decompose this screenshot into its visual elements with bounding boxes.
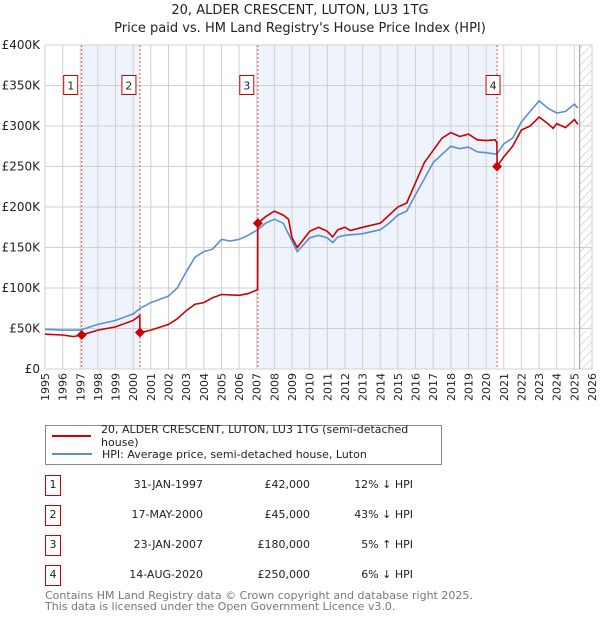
x-tick-label: 2023	[533, 373, 546, 401]
y-tick-label: £150K	[2, 241, 42, 255]
x-tick-label: 2021	[498, 373, 511, 401]
sale-number-badge: 4	[45, 565, 61, 586]
x-tick-label: 1998	[92, 373, 105, 401]
chart-subtitle: Price paid vs. HM Land Registry's House …	[114, 21, 486, 36]
sale-label: 3	[243, 80, 250, 93]
x-tick-label: 2014	[374, 373, 387, 401]
sale-price: £180,000	[257, 538, 311, 551]
x-tick-label: 2019	[462, 373, 475, 401]
sale-date: 31-JAN-1997	[133, 478, 203, 491]
legend-swatch-red	[52, 435, 92, 437]
sale-hpi-diff: 6% ↓ HPI	[361, 568, 413, 581]
sale-hpi-diff: 5% ↑ HPI	[361, 538, 413, 551]
legend-label: HPI: Average price, semi-detached house,…	[102, 447, 367, 461]
sale-point	[76, 329, 87, 340]
x-tick-label: 2004	[198, 373, 211, 401]
x-tick-label: 2022	[515, 373, 528, 401]
sale-label-box	[63, 75, 79, 95]
legend: 20, ALDER CRESCENT, LUTON, LU3 1TG (semi…	[45, 423, 442, 465]
price-chart: 1995 1996 1997 1998 1999 2000 2001 2002 2003 2004…	[2, 38, 599, 401]
legend-item-property: 20, ALDER CRESCENT, LUTON, LU3 1TG (semi…	[52, 423, 441, 449]
y-tick-label: £200K	[2, 200, 42, 214]
sale-hpi-diff: 12% ↓ HPI	[354, 478, 413, 491]
x-tick-label: 1997	[74, 373, 87, 401]
y-tick-label: £0	[25, 362, 40, 376]
footer-line: This data is licensed under the Open Gov…	[45, 600, 396, 613]
x-tick-label: 2016	[410, 373, 423, 401]
sale-label: 4	[490, 80, 497, 93]
x-tick-label: 2001	[145, 373, 158, 401]
x-tick-label: 1995	[39, 373, 52, 401]
x-tick-label: 2011	[321, 373, 334, 401]
sale-price: £45,000	[264, 508, 311, 521]
y-tick-label: £350K	[2, 79, 42, 93]
x-tick-label: 2009	[286, 373, 299, 401]
x-tick-label: 2010	[304, 373, 317, 401]
x-tick-label: 2005	[215, 373, 228, 401]
sale-date: 14-AUG-2020	[129, 568, 203, 581]
y-tick-label: £250K	[2, 160, 42, 174]
legend-item-hpi: HPI: Average price, semi-detached house,…	[52, 446, 367, 462]
series-line	[44, 99, 579, 331]
y-tick-label: £300K	[2, 119, 42, 133]
x-tick-label: 2026	[586, 373, 599, 401]
sale-label-box	[121, 75, 137, 95]
sale-row: 3 23-JAN-2007 £180,000 5% ↑ HPI	[45, 535, 465, 557]
x-tick-label: 2018	[445, 373, 458, 401]
x-tick-label: 1996	[57, 373, 70, 401]
x-tick-label: 2024	[551, 373, 564, 401]
sale-point	[134, 327, 145, 338]
y-tick-label: £50K	[9, 322, 41, 336]
sale-price: £42,000	[264, 478, 311, 491]
sale-price: £250,000	[257, 568, 311, 581]
x-tick-label: 2003	[180, 373, 193, 401]
sale-label: 2	[125, 80, 132, 93]
x-tick-label: 1999	[110, 373, 123, 401]
legend-swatch-blue	[52, 453, 92, 455]
footer-line: Contains HM Land Registry data © Crown c…	[45, 589, 473, 602]
x-tick-label: 2007	[251, 373, 264, 401]
x-tick-label: 2020	[480, 373, 493, 401]
x-tick-label: 2013	[357, 373, 370, 401]
chart-title: 20, ALDER CRESCENT, LUTON, LU3 1TG	[171, 3, 429, 18]
x-tick-label: 2015	[392, 373, 405, 401]
x-tick-label: 2017	[427, 373, 440, 401]
sale-date: 17-MAY-2000	[131, 508, 203, 521]
sale-point	[252, 218, 263, 229]
sale-point	[492, 161, 503, 172]
x-tick-label: 2008	[268, 373, 281, 401]
sale-number-badge: 3	[45, 535, 61, 556]
x-tick-label: 2006	[233, 373, 246, 401]
sale-number-badge: 2	[45, 505, 61, 526]
legend-label: 20, ALDER CRESCENT, LUTON, LU3 1TG (semi…	[101, 423, 409, 449]
y-tick-label: £400K	[2, 38, 42, 52]
x-tick-label: 2025	[568, 373, 581, 401]
sale-row: 2 17-MAY-2000 £45,000 43% ↓ HPI	[45, 505, 465, 527]
sale-label-box	[239, 75, 255, 95]
y-tick-label: £100K	[2, 281, 42, 295]
x-tick-label: 2012	[339, 373, 352, 401]
sale-hpi-diff: 43% ↓ HPI	[354, 508, 413, 521]
sale-number-badge: 1	[45, 475, 61, 496]
sale-label: 1	[67, 80, 74, 93]
x-tick-label: 2002	[163, 373, 176, 401]
sale-row: 4 14-AUG-2020 £250,000 6% ↓ HPI	[45, 565, 465, 587]
series-line	[44, 116, 579, 338]
sale-date: 23-JAN-2007	[133, 538, 203, 551]
footer: Contains HM Land Registry data © Crown c…	[45, 590, 473, 612]
sale-label-box	[485, 75, 501, 95]
sale-row: 1 31-JAN-1997 £42,000 12% ↓ HPI	[45, 475, 465, 497]
x-tick-label: 2000	[127, 373, 140, 401]
